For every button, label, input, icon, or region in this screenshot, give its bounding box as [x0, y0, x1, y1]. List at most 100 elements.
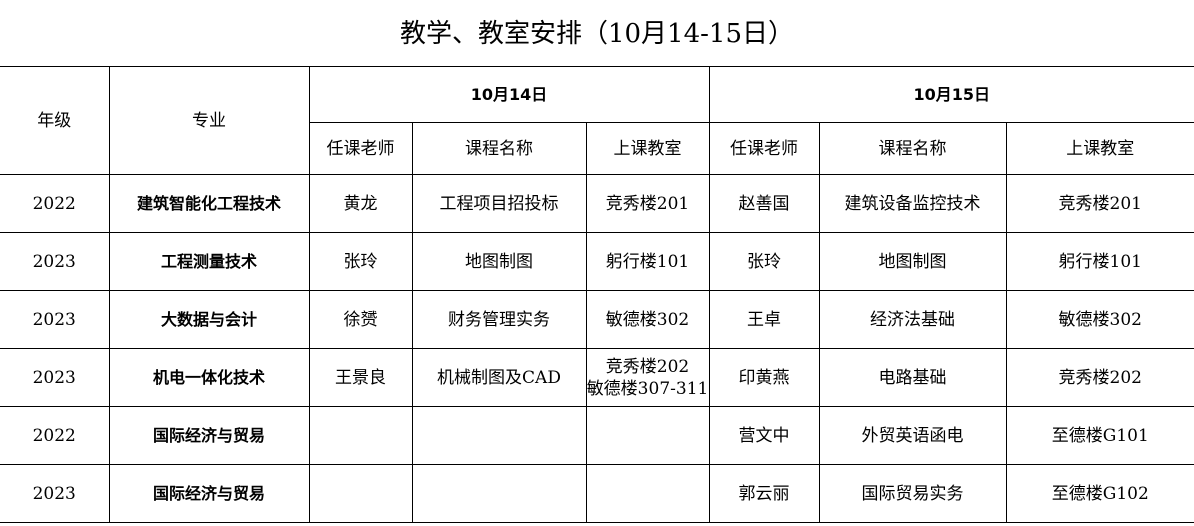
cell-course-day2: 地图制图	[818, 232, 1007, 291]
grade-text: 2023	[32, 483, 76, 504]
room-day2-text: 竞秀楼202	[1058, 367, 1142, 388]
cell-course-day1: 机械制图及CAD	[411, 348, 587, 407]
cell-teacher-day2: 赵善国	[708, 174, 820, 233]
cell-major: 机电一体化技术	[108, 348, 310, 407]
header-day2: 10月15日	[708, 66, 1194, 123]
course-day2-text: 外贸英语函电	[861, 425, 964, 446]
major-text: 国际经济与贸易	[152, 425, 265, 445]
course-day2-text: 经济法基础	[870, 309, 956, 330]
cell-course-day1: 地图制图	[411, 232, 587, 291]
teacher-day2-text: 王卓	[747, 309, 782, 330]
grade-text: 2022	[32, 193, 76, 214]
header-major: 专业	[108, 66, 310, 175]
course-day1-text: 财务管理实务	[448, 309, 550, 330]
course-day2-text: 国际贸易实务	[861, 483, 964, 504]
cell-grade: 2023	[0, 290, 110, 349]
cell-course-day1: 财务管理实务	[411, 290, 587, 349]
cell-teacher-day2: 印黄燕	[708, 348, 820, 407]
table-row: 2023 国际经济与贸易 郭云丽 国际贸易实务 至德楼G102	[0, 464, 1194, 523]
room-day2-text: 至德楼G102	[1051, 483, 1149, 504]
cell-course-day2: 电路基础	[818, 348, 1007, 407]
course-day1-text: 地图制图	[465, 251, 533, 272]
cell-room-day1	[585, 406, 710, 465]
teacher-day2-text: 赵善国	[738, 193, 790, 214]
teacher-day1-text: 张玲	[343, 251, 378, 272]
cell-teacher-day1: 张玲	[308, 232, 413, 291]
course-day1-text: 工程项目招投标	[439, 193, 559, 214]
cell-course-day1	[411, 464, 587, 523]
cell-course-day2: 外贸英语函电	[818, 406, 1007, 465]
course-day2-text: 电路基础	[878, 367, 947, 388]
grade-text: 2022	[32, 425, 76, 446]
cell-room-day2: 敏德楼302	[1005, 290, 1194, 349]
table-row: 2022 国际经济与贸易 营文中 外贸英语函电 至德楼G101	[0, 406, 1194, 465]
header-room-day2: 上课教室	[1005, 122, 1194, 175]
cell-room-day1: 敏德楼302	[585, 290, 710, 349]
cell-course-day1	[411, 406, 587, 465]
room-day1-text: 竞秀楼201	[605, 193, 690, 214]
cell-grade: 2022	[0, 174, 110, 233]
header-grade: 年级	[0, 66, 110, 175]
cell-teacher-day1	[308, 406, 413, 465]
header-day1: 10月14日	[308, 66, 710, 123]
header-room-day1: 上课教室	[585, 122, 710, 175]
page-title: 教学、教室安排（10月14-15日）	[399, 19, 795, 49]
course-day2-text: 建筑设备监控技术	[844, 193, 981, 214]
major-text: 工程测量技术	[160, 251, 257, 271]
room-day1-text: 竞秀楼202	[605, 356, 690, 377]
table-row: 2023 机电一体化技术 王景良 机械制图及CAD 竞秀楼202 敏德楼307-311 印黄…	[0, 348, 1194, 407]
cell-room-day2: 竞秀楼201	[1005, 174, 1194, 233]
schedule-table: 年级 专业 10月14日 10月15日 任课老师 课程名称 上课教室 任课老师 …	[0, 66, 1194, 523]
header-teacher-day1: 任课老师	[309, 122, 413, 175]
room-day2-text: 至德楼G101	[1051, 425, 1149, 446]
cell-course-day2: 国际贸易实务	[818, 464, 1007, 523]
major-text: 机电一体化技术	[152, 367, 265, 387]
grade-text: 2023	[32, 309, 76, 330]
room-day1-text: 躬行楼101	[605, 251, 690, 272]
major-text: 国际经济与贸易	[152, 483, 265, 503]
cell-room-day1	[585, 464, 710, 523]
course-day2-text: 地图制图	[878, 251, 947, 272]
cell-course-day2: 建筑设备监控技术	[818, 174, 1007, 233]
cell-room-day2: 至德楼G101	[1005, 406, 1194, 465]
table-row: 2022 建筑智能化工程技术 黄龙 工程项目招投标 竞秀楼201 赵善国 建筑设备监控技术 竞…	[0, 174, 1194, 233]
cell-room-day2: 躬行楼101	[1005, 232, 1194, 291]
cell-teacher-day1	[308, 464, 413, 523]
room-day1-text: 敏德楼302	[605, 309, 690, 330]
header-course-day2: 课程名称	[818, 122, 1007, 175]
cell-teacher-day1: 王景良	[308, 348, 413, 407]
cell-major: 大数据与会计	[108, 290, 310, 349]
cell-room-day1: 竞秀楼202 敏德楼307-311	[585, 348, 710, 407]
teacher-day2-text: 郭云丽	[738, 483, 790, 504]
cell-grade: 2022	[0, 406, 110, 465]
grade-text: 2023	[32, 367, 76, 388]
cell-grade: 2023	[0, 464, 110, 523]
header-row: 年级 专业 10月14日 10月15日	[0, 66, 1194, 175]
room-day1-text-2: 敏德楼307-311	[586, 378, 709, 399]
cell-grade: 2023	[0, 232, 110, 291]
grade-text: 2023	[32, 251, 76, 272]
room-day2-text: 竞秀楼201	[1058, 193, 1142, 214]
cell-teacher-day2: 张玲	[708, 232, 820, 291]
cell-major: 工程测量技术	[108, 232, 310, 291]
cell-room-day1: 躬行楼101	[585, 232, 710, 291]
cell-room-day1: 竞秀楼201	[585, 174, 710, 233]
cell-grade: 2023	[0, 348, 110, 407]
cell-teacher-day1: 黄龙	[308, 174, 413, 233]
header-teacher-day2: 任课老师	[708, 122, 820, 175]
teacher-day1-text: 王景良	[335, 367, 386, 388]
major-text: 大数据与会计	[160, 309, 257, 329]
room-day2-text: 躬行楼101	[1058, 251, 1142, 272]
header-course-day1: 课程名称	[411, 122, 587, 175]
table-row: 2023 工程测量技术 张玲 地图制图 躬行楼101 张玲 地图制图 躬行楼101	[0, 232, 1194, 291]
cell-major: 国际经济与贸易	[108, 464, 310, 523]
teacher-day1-text: 黄龙	[343, 193, 378, 214]
teacher-day2-text: 营文中	[738, 425, 790, 446]
cell-teacher-day2: 营文中	[708, 406, 820, 465]
cell-teacher-day2: 郭云丽	[708, 464, 820, 523]
cell-course-day2: 经济法基础	[818, 290, 1007, 349]
cell-room-day2: 至德楼G102	[1005, 464, 1194, 523]
cell-course-day1: 工程项目招投标	[411, 174, 587, 233]
cell-major: 建筑智能化工程技术	[108, 174, 310, 233]
room-day2-text: 敏德楼302	[1058, 309, 1142, 330]
